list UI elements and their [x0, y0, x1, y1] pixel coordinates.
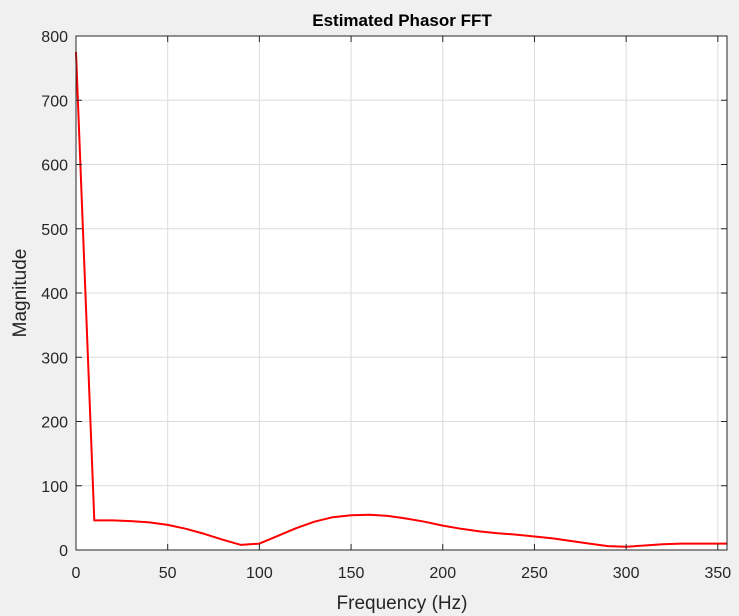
- x-axis-label: Frequency (Hz): [337, 593, 468, 614]
- y-tick-label: 200: [41, 415, 68, 432]
- y-tick-label: 400: [41, 286, 68, 303]
- y-tick-label: 600: [41, 158, 68, 175]
- x-tick-label: 250: [521, 565, 548, 582]
- tick-marks: [75, 35, 727, 551]
- x-tick-label: 100: [246, 565, 273, 582]
- y-tick-label: 300: [41, 350, 68, 367]
- y-axis-label: Magnitude: [10, 249, 31, 338]
- y-tick-label: 800: [41, 29, 68, 46]
- y-tick-label: 100: [41, 479, 68, 496]
- y-tick-label: 700: [41, 93, 68, 110]
- x-tick-label: 200: [429, 565, 456, 582]
- y-tick-label: 500: [41, 222, 68, 239]
- x-tick-label: 300: [613, 565, 640, 582]
- y-tick-label: 0: [59, 543, 68, 560]
- chart-title: Estimated Phasor FFT: [312, 11, 492, 30]
- x-tick-label: 350: [704, 565, 731, 582]
- y-tick-labels: 0 100 200 300 400 500 600 700 800: [41, 29, 68, 560]
- x-tick-label: 150: [338, 565, 365, 582]
- x-tick-label: 0: [72, 565, 81, 582]
- x-tick-label: 50: [159, 565, 177, 582]
- x-tick-labels: 0 50 100 150 200 250 300 350: [72, 565, 732, 582]
